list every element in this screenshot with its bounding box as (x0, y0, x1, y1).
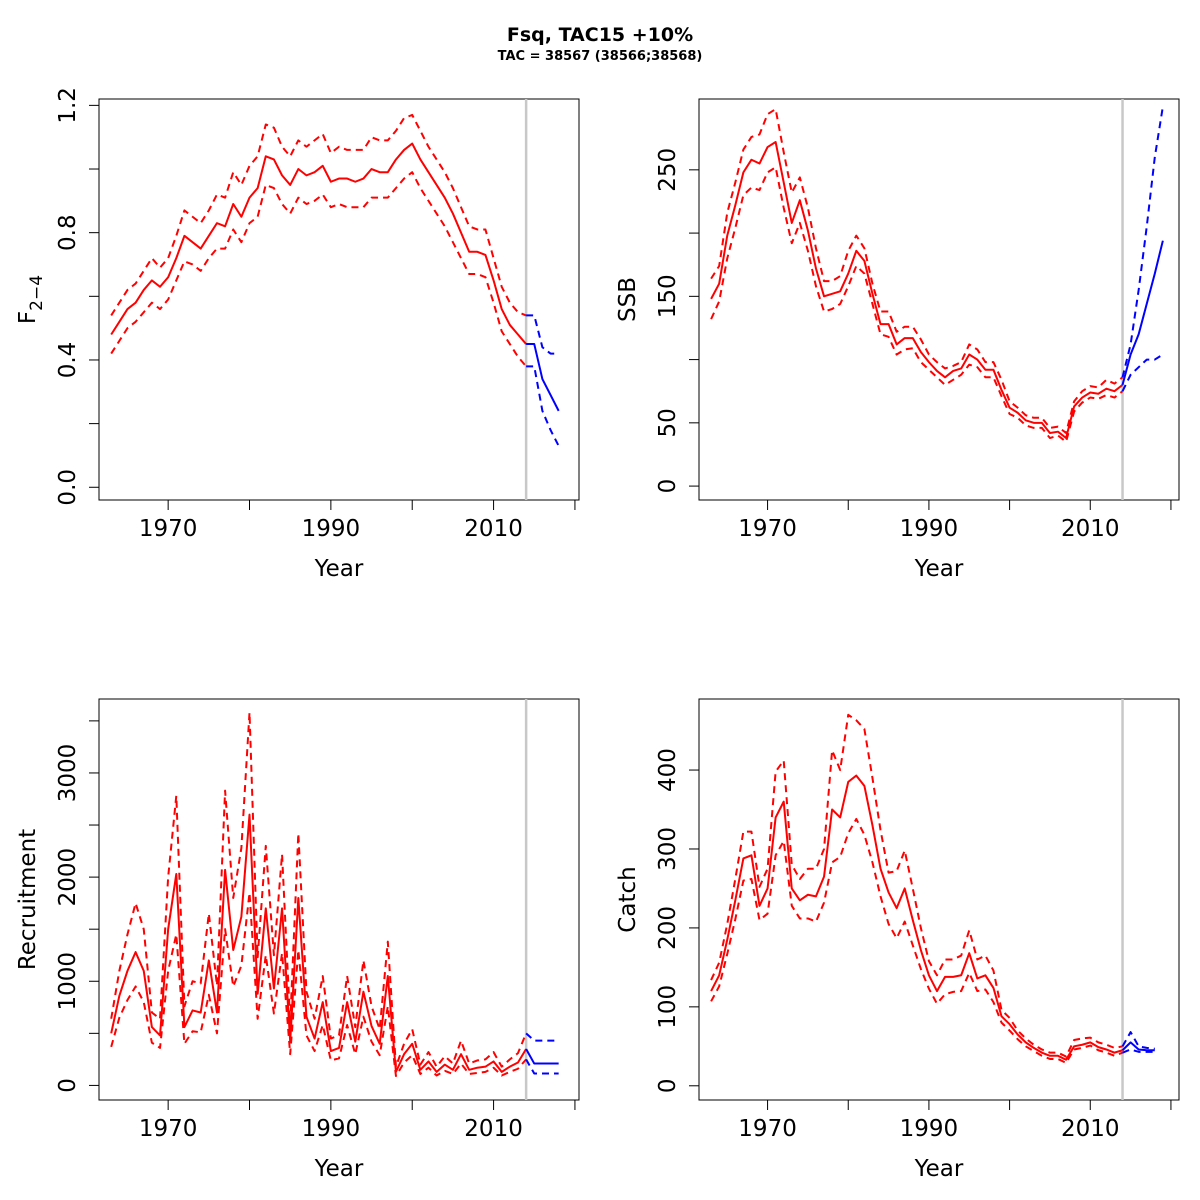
series-forecast-median (1121, 240, 1164, 386)
y-tick-label: 3000 (55, 744, 81, 803)
y-tick-label: 400 (655, 748, 681, 792)
y-axis-label: Catch (615, 866, 641, 932)
series-forecast-lower (526, 365, 560, 447)
y-tick-label: 0 (55, 1078, 81, 1093)
panel-ssb: 1970 1990 2010 0 50 150 250 Year SSB (615, 98, 1180, 582)
x-axis-label: Year (914, 556, 964, 582)
y-axis-label: SSB (615, 277, 641, 322)
y-axis-label-main: F (15, 311, 41, 324)
series-historic-upper (710, 713, 1123, 1058)
plot-frame (98, 98, 580, 501)
y-tick-label: 2000 (55, 848, 81, 907)
y-axis-label-subscript: 2−4 (27, 275, 47, 311)
series-historic-lower (710, 166, 1124, 443)
series-historic-median (710, 774, 1123, 1061)
x-tick-label: 2010 (464, 516, 523, 542)
series-forecast-lower (525, 1058, 559, 1075)
series-historic-lower (110, 171, 527, 367)
x-tick-label: 1970 (738, 516, 797, 542)
series-historic-upper (110, 113, 527, 317)
y-tick-label: 0.0 (55, 469, 81, 506)
x-tick-label: 1970 (738, 1116, 797, 1142)
series-forecast-upper (526, 314, 559, 355)
y-tick-label: 1000 (55, 952, 81, 1011)
series-forecast-upper (1121, 106, 1164, 378)
plot-frame (698, 98, 1180, 501)
y-axis-label: F2−4 (15, 275, 47, 324)
series-forecast-lower (1122, 1048, 1155, 1054)
y-tick-label: 200 (655, 906, 681, 950)
series-historic-lower (710, 817, 1123, 1064)
y-tick-label: 50 (655, 408, 681, 437)
y-tick-label: 150 (655, 274, 681, 318)
series-historic-upper (710, 108, 1124, 434)
x-axis-label: Year (914, 1156, 964, 1182)
panel-catch: 1970 1990 2010 0 100 200 300 400 Year Catch (615, 698, 1180, 1182)
series-forecast-lower (1121, 353, 1164, 392)
y-tick-label: 100 (655, 985, 681, 1029)
series-forecast-median (525, 1048, 559, 1065)
x-tick-label: 1990 (302, 516, 361, 542)
panel-f: 1970 1990 2010 0.0 0.4 0.8 1.2 Year F2−4 (15, 87, 580, 582)
panel-recruitment: 1970 1990 2010 0 1000 2000 3000 Year Recruitment (15, 698, 580, 1182)
series-forecast-median (1121, 1041, 1155, 1052)
y-tick-label: 0.8 (55, 214, 81, 251)
series-historic-median (110, 142, 527, 345)
x-tick-label: 2010 (464, 1116, 523, 1142)
plot-frame (698, 698, 1180, 1101)
series-historic-median (110, 813, 527, 1073)
y-tick-label: 1.2 (55, 87, 81, 124)
x-axis-label: Year (314, 556, 364, 582)
series-historic-median (710, 141, 1124, 440)
x-tick-label: 1970 (139, 516, 198, 542)
x-axis-label: Year (314, 1156, 364, 1182)
x-tick-label: 1990 (302, 1116, 361, 1142)
series-historic-lower (110, 891, 527, 1078)
x-tick-label: 1970 (139, 1116, 198, 1142)
x-tick-label: 2010 (1061, 516, 1120, 542)
y-tick-label: 0 (655, 479, 681, 494)
series-historic-upper (110, 711, 528, 1068)
y-tick-label: 300 (655, 827, 681, 871)
x-tick-label: 1990 (900, 1116, 959, 1142)
figure-title: Fsq, TAC15 +10% (507, 24, 693, 46)
y-axis-label: Recruitment (15, 829, 41, 970)
x-tick-label: 2010 (1061, 1116, 1120, 1142)
x-tick-label: 1990 (900, 516, 959, 542)
y-tick-label: 250 (655, 148, 681, 192)
y-tick-label: 0.4 (55, 342, 81, 379)
plot-frame (98, 698, 580, 1101)
figure-subtitle: TAC = 38567 (38566;38568) (498, 49, 703, 64)
series-forecast-upper (525, 1032, 559, 1042)
y-tick-label: 0 (655, 1078, 681, 1093)
series-forecast-median (526, 343, 560, 412)
